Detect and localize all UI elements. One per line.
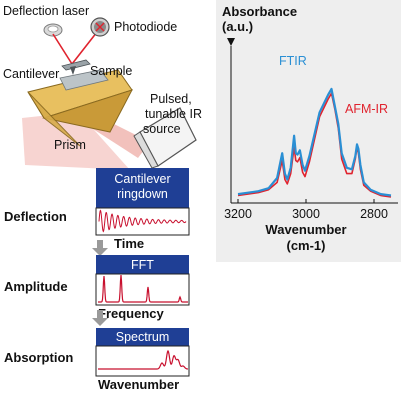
fft-trace bbox=[98, 274, 188, 303]
series-label-afmir: AFM-IR bbox=[345, 102, 388, 116]
workflow: Cantilever ringdown Deflection Time FFT … bbox=[4, 168, 190, 392]
panel-title-spectrum: Spectrum bbox=[116, 330, 170, 344]
cantilever-label: Cantilever bbox=[3, 67, 59, 81]
row-label-amplitude: Amplitude bbox=[4, 279, 68, 294]
panel-ringdown: Cantilever ringdown Deflection Time bbox=[4, 168, 190, 251]
cantilever-icon bbox=[61, 59, 91, 75]
axis-label-time: Time bbox=[114, 236, 144, 251]
chart-background bbox=[216, 0, 401, 262]
panel-header-ringdown bbox=[96, 168, 189, 208]
prism-label: Prism bbox=[54, 138, 86, 152]
x-tick-label-2800: 2800 bbox=[360, 207, 388, 221]
panel-title-line2: ringdown bbox=[117, 187, 168, 201]
photodiode-label: Photodiode bbox=[114, 20, 177, 34]
panel-spectrum: Spectrum Absorption Wavenumber bbox=[4, 328, 190, 392]
ir-source-icon bbox=[133, 107, 197, 169]
panel-title-line1: Cantilever bbox=[114, 172, 170, 186]
deflection-laser-label: Deflection laser bbox=[3, 4, 89, 18]
setup-schematic: Deflection laser Photodiode Cantilever S… bbox=[3, 4, 202, 170]
spectrum-mini-trace bbox=[98, 349, 189, 370]
ringdown-trace bbox=[98, 209, 187, 233]
x-axis-title-line2: (cm-1) bbox=[286, 238, 325, 253]
source-label-line3: source bbox=[143, 122, 181, 136]
x-tick-label-3000: 3000 bbox=[292, 207, 320, 221]
x-axis-title-line1: Wavenumber bbox=[265, 222, 346, 237]
laser-beam-in bbox=[52, 33, 73, 65]
down-arrow-icon bbox=[92, 310, 108, 326]
prism-icon bbox=[27, 69, 134, 147]
row-label-deflection: Deflection bbox=[4, 209, 67, 224]
axis-label-wavenumber: Wavenumber bbox=[98, 377, 179, 392]
panel-plot-spectrum bbox=[95, 345, 190, 377]
panel-fft: FFT Amplitude Frequency bbox=[4, 255, 190, 321]
series-layer bbox=[237, 87, 392, 198]
x-tick-label-3200: 3200 bbox=[224, 207, 252, 221]
laser-lens-icon bbox=[43, 23, 63, 37]
y-axis-title-line2: (a.u.) bbox=[222, 19, 253, 34]
panel-header-fft bbox=[96, 255, 189, 274]
series-label-ftir: FTIR bbox=[279, 54, 307, 68]
axis-label-frequency: Frequency bbox=[98, 306, 165, 321]
sample-label: Sample bbox=[90, 64, 132, 78]
photodiode-icon bbox=[90, 17, 110, 37]
panel-title-fft: FFT bbox=[131, 258, 154, 272]
y-axis-title-line1: Absorbance bbox=[222, 4, 297, 19]
panel-header-spectrum bbox=[96, 328, 189, 346]
laser-beam-out bbox=[71, 31, 98, 65]
row-label-absorption: Absorption bbox=[4, 350, 73, 365]
ir-beam-glow bbox=[22, 112, 130, 170]
source-label-line1: Pulsed, bbox=[150, 92, 192, 106]
series-line-ftir bbox=[237, 87, 392, 197]
sample-icon bbox=[59, 69, 109, 91]
down-arrow-icon bbox=[92, 240, 108, 256]
source-label-line2: tunable IR bbox=[145, 107, 202, 121]
y-axis-arrow-icon bbox=[227, 38, 235, 46]
panel-plot-fft bbox=[95, 273, 190, 306]
spectrum-chart: Absorbance (a.u.) 3200 3000 2800 Wavenum… bbox=[216, 0, 401, 262]
